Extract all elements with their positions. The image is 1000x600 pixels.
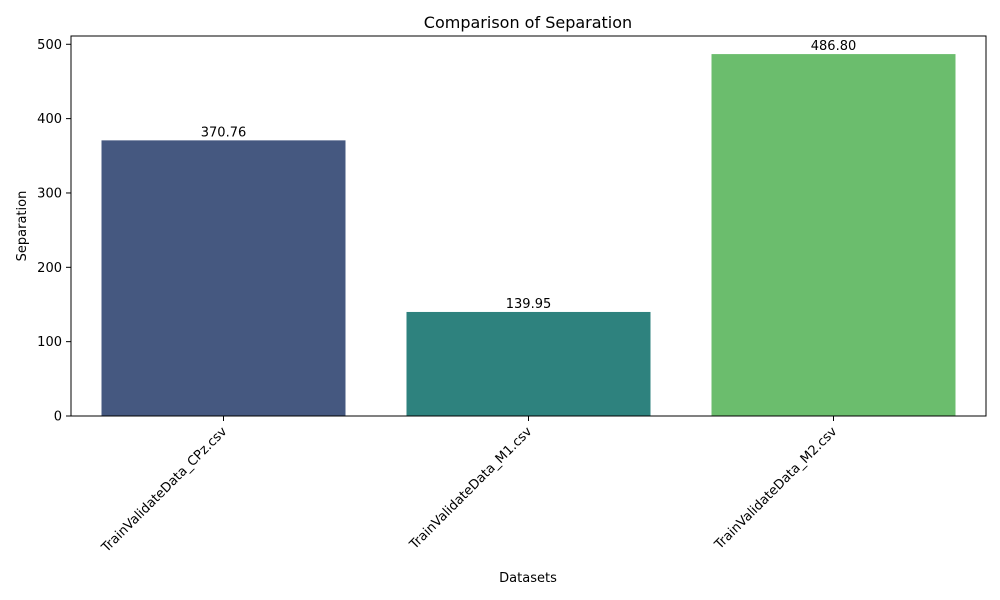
x-tick-label: TrainValidateData_M1.csv (406, 424, 535, 553)
y-axis-label: Separation (15, 191, 30, 262)
bar (711, 54, 956, 416)
x-axis-label: Datasets (499, 571, 557, 586)
data-label: 370.76 (201, 125, 247, 140)
data-label: 139.95 (506, 297, 552, 312)
y-tick-label: 300 (37, 186, 62, 201)
data-label: 486.80 (811, 39, 857, 54)
x-tick-label: TrainValidateData_CPz.csv (98, 424, 230, 556)
y-tick-label: 200 (37, 261, 62, 276)
y-tick-label: 500 (37, 38, 62, 53)
x-axis: TrainValidateData_CPz.csv TrainValidateDa… (98, 416, 841, 556)
chart-title: Comparison of Separation (424, 13, 632, 32)
x-tick-label: TrainValidateData_M2.csv (711, 424, 840, 553)
bar (101, 140, 346, 416)
bars-layer (101, 54, 956, 416)
data-labels-layer: 370.76 139.95 486.80 (201, 39, 857, 312)
y-tick-label: 0 (54, 410, 62, 425)
y-tick-label: 400 (37, 112, 62, 127)
y-tick-label: 100 (37, 335, 62, 350)
y-axis: 0 100 200 300 400 500 (37, 38, 71, 425)
bar (406, 311, 651, 416)
